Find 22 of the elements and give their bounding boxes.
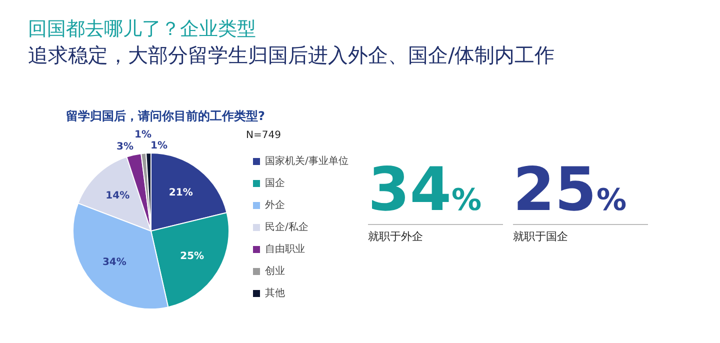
text: 就职于国企: [513, 224, 648, 244]
legend-label: 民企/私企: [265, 221, 308, 234]
text: N=749: [246, 130, 281, 141]
legend-label: 其他: [265, 286, 285, 300]
text: 25%: [513, 155, 627, 225]
data-label: 21%: [168, 187, 193, 198]
legend-label: 国家机关/事业单位: [265, 154, 348, 168]
text: 就职于外企: [368, 224, 503, 244]
chart-subtitle: 追求稳定，大部分留学生归国后进入外企、国企/体制内工作: [28, 42, 555, 69]
legend-label: 外企: [265, 199, 285, 212]
legend-label: 国企: [265, 177, 285, 190]
data-label: 3%: [116, 142, 134, 152]
text: 34%: [368, 155, 482, 225]
data-label: 1%: [134, 130, 152, 140]
data-label: 34%: [102, 257, 126, 268]
legend-title: 留学归国后，请问你目前的工作类型?: [66, 108, 265, 125]
data-label: 25%: [180, 250, 204, 262]
data-label: 14%: [106, 190, 130, 202]
data-label: 1%: [150, 140, 168, 152]
chart-title: 回国都去哪儿了？企业类型: [28, 17, 256, 42]
legend-label: 创业: [265, 264, 285, 278]
legend-label: 自由职业: [265, 242, 305, 256]
